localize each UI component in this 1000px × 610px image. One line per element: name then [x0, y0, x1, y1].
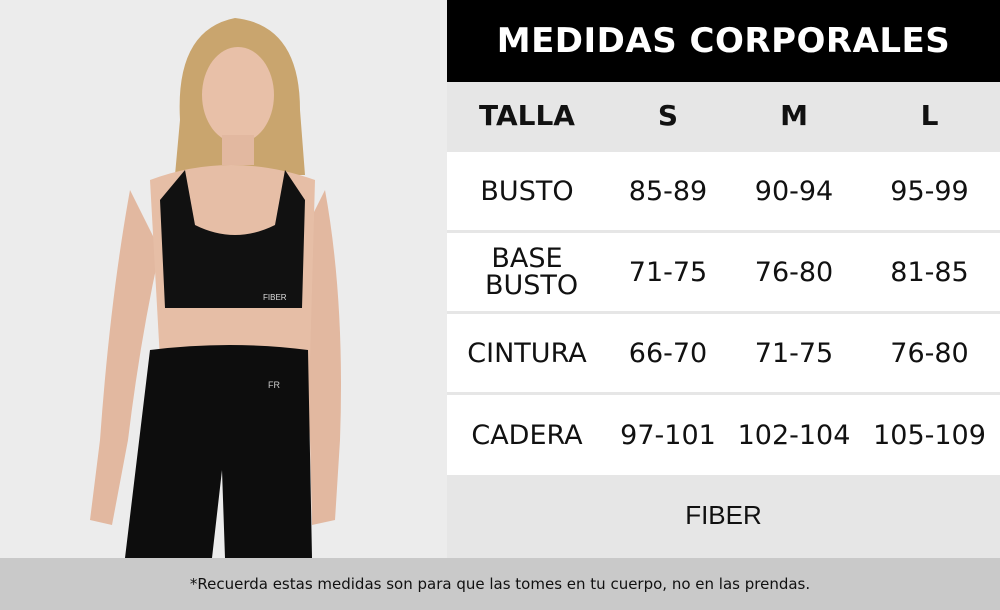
header-talla: TALLA	[479, 99, 575, 132]
top-logo: FIBER	[263, 293, 287, 302]
cell-l: 76-80	[890, 337, 969, 369]
cell-m: 102-104	[737, 419, 851, 451]
footnote: *Recuerda estas medidas son para que las…	[0, 558, 1000, 610]
row-label: CADERA	[471, 419, 583, 451]
chart-title: MEDIDAS CORPORALES	[447, 0, 1000, 82]
cell-s: 97-101	[620, 419, 716, 451]
face	[202, 47, 274, 143]
row-label: BASE BUSTO	[485, 243, 579, 301]
sports-top	[160, 170, 305, 308]
cell-l: 105-109	[873, 419, 986, 451]
cell-s: 71-75	[628, 256, 708, 288]
cell-l: 95-99	[890, 175, 969, 207]
table-row: CINTURA 66-70 71-75 76-80	[447, 314, 1000, 392]
cell-m: 76-80	[754, 256, 834, 288]
header-m: M	[780, 99, 808, 132]
arms-skin	[90, 190, 341, 525]
header-s: S	[657, 99, 679, 132]
header-l: L	[920, 99, 939, 132]
table-row: CADERA 97-101 102-104 105-109	[447, 395, 1000, 475]
table-row: BUSTO 85-89 90-94 95-99	[447, 152, 1000, 230]
brand-name: FIBER	[685, 500, 762, 530]
cell-m: 90-94	[754, 175, 834, 207]
table-row: BASE BUSTO 71-75 76-80 81-85	[447, 233, 1000, 311]
cell-s: 85-89	[628, 175, 708, 207]
model-photo: FIBER FR	[0, 0, 447, 558]
cell-s: 66-70	[628, 337, 708, 369]
cell-l: 81-85	[890, 256, 969, 288]
header-row: TALLA S M L	[447, 82, 1000, 150]
leggings	[125, 345, 312, 558]
cell-m: 71-75	[754, 337, 834, 369]
row-label: BUSTO	[480, 175, 574, 207]
leggings-logo: FR	[268, 380, 280, 390]
row-label: CINTURA	[467, 337, 587, 369]
